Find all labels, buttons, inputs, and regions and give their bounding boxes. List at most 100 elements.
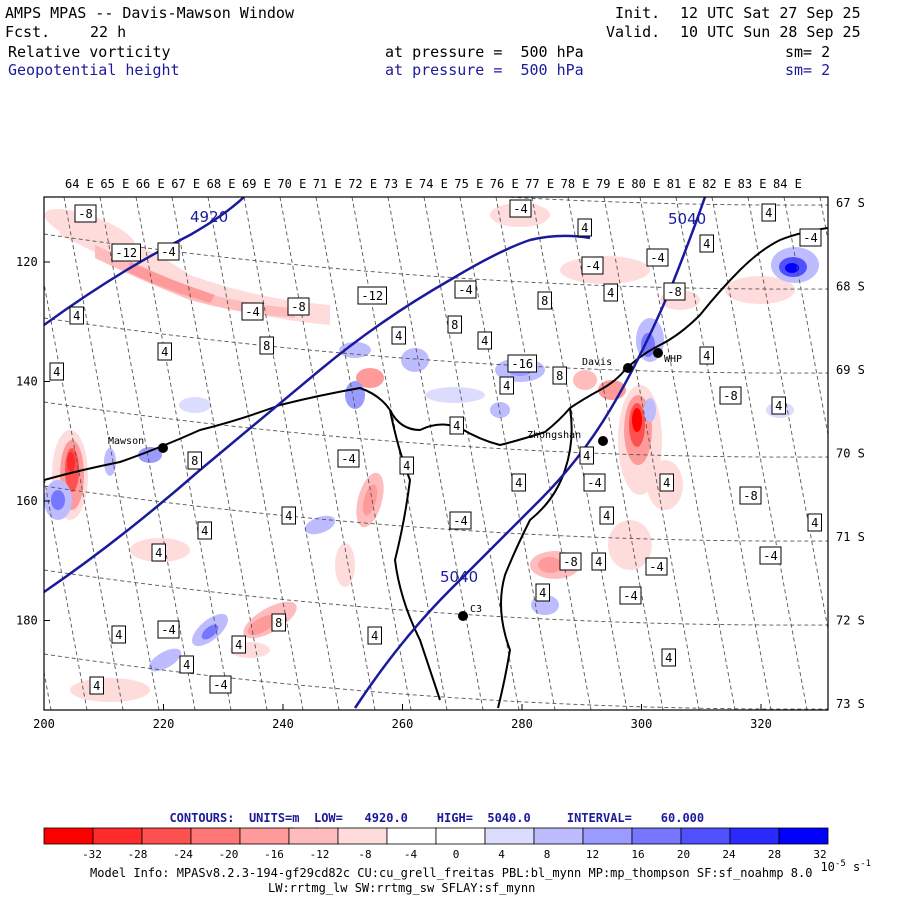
svg-text:4: 4: [703, 349, 710, 363]
vorticity-contour-label: -4: [619, 586, 642, 605]
colorbar-swatch: [778, 827, 829, 845]
vorticity-contour-label: -4: [759, 546, 782, 565]
svg-text:-4: -4: [763, 549, 777, 563]
svg-text:-4: -4: [623, 589, 637, 603]
svg-text:-8: -8: [723, 389, 737, 403]
colorbar-tick-label: 20: [677, 848, 690, 861]
station-marker: [598, 436, 608, 446]
svg-text:4: 4: [607, 286, 614, 300]
left-grid-label: 120: [16, 255, 38, 269]
vorticity-contour-label: 4: [111, 625, 126, 644]
svg-text:-12: -12: [115, 246, 137, 260]
top-lon-label: 82 E: [702, 177, 731, 191]
station-label: Davis: [582, 357, 612, 368]
vorticity-contour-label: 8: [537, 291, 552, 310]
height-contour-label: 5040: [440, 568, 478, 586]
svg-text:4: 4: [581, 221, 588, 235]
vorticity-contour-label: -4: [157, 242, 180, 261]
svg-text:8: 8: [191, 454, 198, 468]
bottom-grid-label: 260: [392, 717, 414, 731]
svg-text:4: 4: [595, 555, 602, 569]
station-label: WHP: [664, 354, 682, 365]
valid-label: Valid.: [606, 23, 661, 41]
plot-title: AMPS MPAS -- Davis-Mawson Window: [5, 4, 294, 22]
vorticity-contour-label: 4: [511, 473, 526, 492]
svg-text:-4: -4: [213, 678, 227, 692]
svg-text:4: 4: [663, 476, 670, 490]
left-grid-label: 180: [16, 614, 38, 628]
svg-text:4: 4: [539, 586, 546, 600]
height-contour-info: CONTOURS: UNITS=m LOW= 4920.0 HIGH= 5040…: [169, 811, 705, 825]
bottom-grid-label: 300: [631, 717, 653, 731]
bottom-grid-label: 240: [272, 717, 294, 731]
vorticity-contour-label: -8: [559, 552, 582, 571]
svg-text:4: 4: [765, 206, 772, 220]
top-lon-label: 74 E: [419, 177, 448, 191]
vorticity-contour-label: -4: [583, 473, 606, 492]
right-lat-label: 70 S: [836, 447, 865, 461]
svg-text:4: 4: [703, 237, 710, 251]
svg-text:-8: -8: [743, 489, 757, 503]
svg-text:4: 4: [371, 629, 378, 643]
svg-text:-4: -4: [161, 245, 175, 259]
vorticity-contour-label: 4: [579, 446, 594, 465]
valid-time: 10 UTC Sun 28 Sep 25: [680, 23, 861, 41]
svg-text:-4: -4: [513, 202, 527, 216]
top-lon-label: 83 E: [738, 177, 767, 191]
svg-text:4: 4: [285, 509, 292, 523]
svg-text:4: 4: [665, 651, 672, 665]
vorticity-contour-label: -4: [581, 256, 604, 275]
svg-text:-8: -8: [78, 207, 92, 221]
svg-text:4: 4: [583, 449, 590, 463]
svg-text:-4: -4: [585, 259, 599, 273]
colorbar-tick-label: -4: [404, 848, 418, 861]
vorticity-contour-label: -4: [509, 199, 532, 218]
colorbar-tick-label: 0: [453, 848, 460, 861]
top-lon-label: 72 E: [348, 177, 377, 191]
top-lon-label: 75 E: [454, 177, 483, 191]
vorticity-contour-label: 4: [659, 473, 674, 492]
svg-text:4: 4: [811, 516, 818, 530]
init-label: Init.: [615, 4, 661, 22]
vorticity-contour-label: -16: [507, 354, 537, 373]
lat-lon-grid: [44, 197, 828, 710]
vorticity-contour-label: -8: [719, 386, 742, 405]
vorticity-contour-label: -12: [357, 286, 387, 305]
svg-text:-4: -4: [587, 476, 601, 490]
vorticity-contour-label: 8: [552, 366, 567, 385]
vorticity-contour-label: 4: [197, 521, 212, 540]
svg-text:-8: -8: [291, 300, 305, 314]
top-lon-label: 78 E: [561, 177, 590, 191]
model-info-line1: Model Info: MPASv8.2.3-194-gf29cd82c CU:…: [90, 866, 813, 880]
svg-text:-4: -4: [341, 452, 355, 466]
vorticity-contour-label: 4: [367, 626, 382, 645]
station-label: Zhongshan: [527, 430, 581, 441]
vorticity-contour-label: 4: [603, 283, 618, 302]
right-lat-label: 67 S: [836, 196, 865, 210]
top-lon-label: 66 E: [136, 177, 165, 191]
svg-text:4: 4: [155, 546, 162, 560]
svg-text:4: 4: [201, 524, 208, 538]
vorticity-contour-label: -4: [209, 675, 232, 694]
colorbar-tick-label: -24: [173, 848, 193, 861]
vorticity-contour-label: -8: [74, 204, 97, 223]
colorbar-tick-label: -16: [264, 848, 284, 861]
colorbar-swatch: [43, 827, 94, 845]
vorticity-contour-label: 4: [577, 218, 592, 237]
right-lat-label: 73 S: [836, 697, 865, 711]
bottom-grid-label: 280: [511, 717, 533, 731]
top-lon-label: 79 E: [596, 177, 625, 191]
forecast-hours: 22 h: [90, 23, 127, 41]
svg-text:4: 4: [395, 329, 402, 343]
vorticity-contour-label: 4: [281, 506, 296, 525]
model-info-line2: LW:rrtmg_lw SW:rrtmg_sw SFLAY:sf_mynn: [268, 881, 536, 895]
svg-text:4: 4: [481, 334, 488, 348]
bottom-grid-label: 200: [33, 717, 55, 731]
vorticity-contour-label: -4: [241, 302, 264, 321]
field-2-smoothing: sm= 2: [785, 61, 831, 79]
vorticity-contour-label: -4: [645, 557, 668, 576]
forecast-label: Fcst.: [5, 23, 51, 41]
svg-text:8: 8: [541, 294, 548, 308]
top-lon-label: 67 E: [171, 177, 200, 191]
map-frame: [43, 196, 829, 711]
